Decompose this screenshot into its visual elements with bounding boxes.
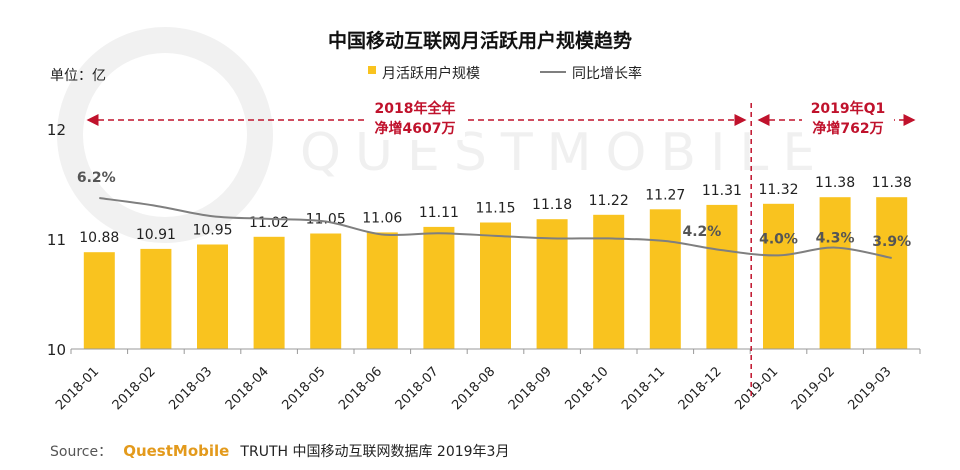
bar-value-label: 11.27 bbox=[645, 187, 685, 203]
growth-rate-label: 4.2% bbox=[682, 224, 721, 240]
unit-label: 单位：亿 bbox=[50, 68, 106, 84]
x-tick-label: 2018-05 bbox=[280, 364, 329, 413]
x-axis: 2018-01 2018-02 2018-03 2018-04 2018-05 2018-… bbox=[53, 348, 921, 413]
legend-bar-swatch bbox=[368, 66, 376, 74]
annotation-2018-backdrop bbox=[365, 96, 465, 140]
source-brand: QuestMobile bbox=[123, 442, 229, 460]
y-tick-label: 12 bbox=[47, 121, 66, 139]
y-tick-label: 11 bbox=[47, 231, 66, 249]
bar-value-label: 10.88 bbox=[79, 230, 119, 246]
bar-value-label: 11.15 bbox=[475, 201, 515, 217]
bar-value-label: 11.18 bbox=[532, 197, 572, 213]
x-tick-label: 2018-04 bbox=[223, 364, 272, 413]
bar-value-label: 11.38 bbox=[872, 175, 912, 191]
bar-value-label: 11.32 bbox=[758, 182, 798, 198]
bar-2018-04 bbox=[253, 236, 285, 349]
watermark-logo-icon bbox=[57, 27, 273, 243]
bar-2018-12 bbox=[706, 204, 738, 349]
bar-value-label: 11.02 bbox=[249, 215, 289, 231]
annotations: 2018年全年 净增4607万 2019年Q1 净增762万 bbox=[86, 96, 916, 140]
growth-rate-label: 6.2% bbox=[77, 170, 116, 186]
bar-2018-07 bbox=[423, 226, 455, 349]
x-tick-label: 2018-09 bbox=[506, 364, 555, 413]
bar-value-label: 11.31 bbox=[702, 183, 742, 199]
bar-2019-02 bbox=[819, 197, 851, 349]
bars bbox=[83, 197, 908, 349]
x-tick-label: 2018-12 bbox=[676, 364, 725, 413]
legend-line-label: 同比增长率 bbox=[572, 65, 642, 82]
bar-2018-08 bbox=[480, 222, 511, 349]
x-tick-label: 2018-06 bbox=[336, 364, 385, 413]
annotation-2019-line1: 2019年Q1 bbox=[811, 100, 886, 117]
x-tick-label: 2018-10 bbox=[563, 364, 612, 413]
x-tick-label: 2018-07 bbox=[393, 364, 442, 413]
bar-2018-09 bbox=[536, 219, 568, 349]
source-prefix: Source： bbox=[50, 444, 112, 460]
growth-line-layer: 6.2% 4.2% 4.0% 4.3% 3.9% bbox=[77, 170, 911, 259]
source-text: Source： QuestMobile TRUTH 中国移动互联网数据库 201… bbox=[50, 441, 509, 460]
x-tick-label: 2018-01 bbox=[53, 364, 102, 413]
growth-rate-label: 4.3% bbox=[816, 231, 855, 247]
x-tick-label: 2019-02 bbox=[789, 364, 838, 413]
growth-rate-line bbox=[99, 197, 892, 259]
bar-value-label: 11.06 bbox=[362, 210, 402, 226]
bar-value-label: 11.38 bbox=[815, 175, 855, 191]
bar-value-label: 10.91 bbox=[136, 227, 176, 243]
source-rest: TRUTH 中国移动互联网数据库 2019年3月 bbox=[239, 444, 509, 460]
growth-rate-label: 4.0% bbox=[759, 231, 798, 247]
bar-2018-05 bbox=[310, 233, 342, 349]
legend: 月活跃用户规模 同比增长率 bbox=[368, 65, 642, 82]
bar-2018-02 bbox=[140, 248, 172, 349]
chart-title: 中国移动互联网月活跃用户规模趋势 bbox=[328, 29, 632, 52]
annotation-2019-line2: 净增762万 bbox=[812, 120, 883, 137]
bar-2019-03 bbox=[876, 197, 908, 349]
x-tick-label: 2019-03 bbox=[846, 364, 895, 413]
bar-2018-03 bbox=[197, 244, 228, 349]
x-tick-label: 2018-02 bbox=[110, 364, 159, 413]
annotation-2019-backdrop bbox=[802, 96, 894, 140]
x-tick-label: 2018-11 bbox=[619, 364, 668, 413]
annotation-2018-line2: 净增4607万 bbox=[375, 120, 456, 137]
bar-value-label: 11.11 bbox=[419, 205, 459, 221]
bar-value-label: 11.22 bbox=[589, 193, 629, 209]
x-tick-label: 2019-01 bbox=[732, 364, 781, 413]
bar-labels: 10.88 10.91 10.95 11.02 11.05 11.06 11.11 11.15… bbox=[79, 175, 911, 246]
growth-rate-label: 3.9% bbox=[872, 234, 911, 250]
y-tick-label: 10 bbox=[47, 341, 66, 359]
watermark: QUESTMOBILE bbox=[57, 27, 815, 243]
bar-2018-11 bbox=[649, 209, 681, 349]
bar-2018-10 bbox=[593, 214, 625, 349]
annotation-2018-line1: 2018年全年 bbox=[375, 100, 456, 117]
x-tick-label: 2018-03 bbox=[166, 364, 215, 413]
bar-2018-06 bbox=[366, 232, 398, 349]
bar-2019-01 bbox=[763, 203, 794, 349]
x-tick-label: 2018-08 bbox=[449, 364, 498, 413]
bar-value-label: 10.95 bbox=[192, 223, 232, 239]
y-axis: 10 11 12 bbox=[47, 121, 66, 359]
legend-bar-label: 月活跃用户规模 bbox=[382, 65, 480, 82]
bar-2018-01 bbox=[83, 252, 115, 349]
